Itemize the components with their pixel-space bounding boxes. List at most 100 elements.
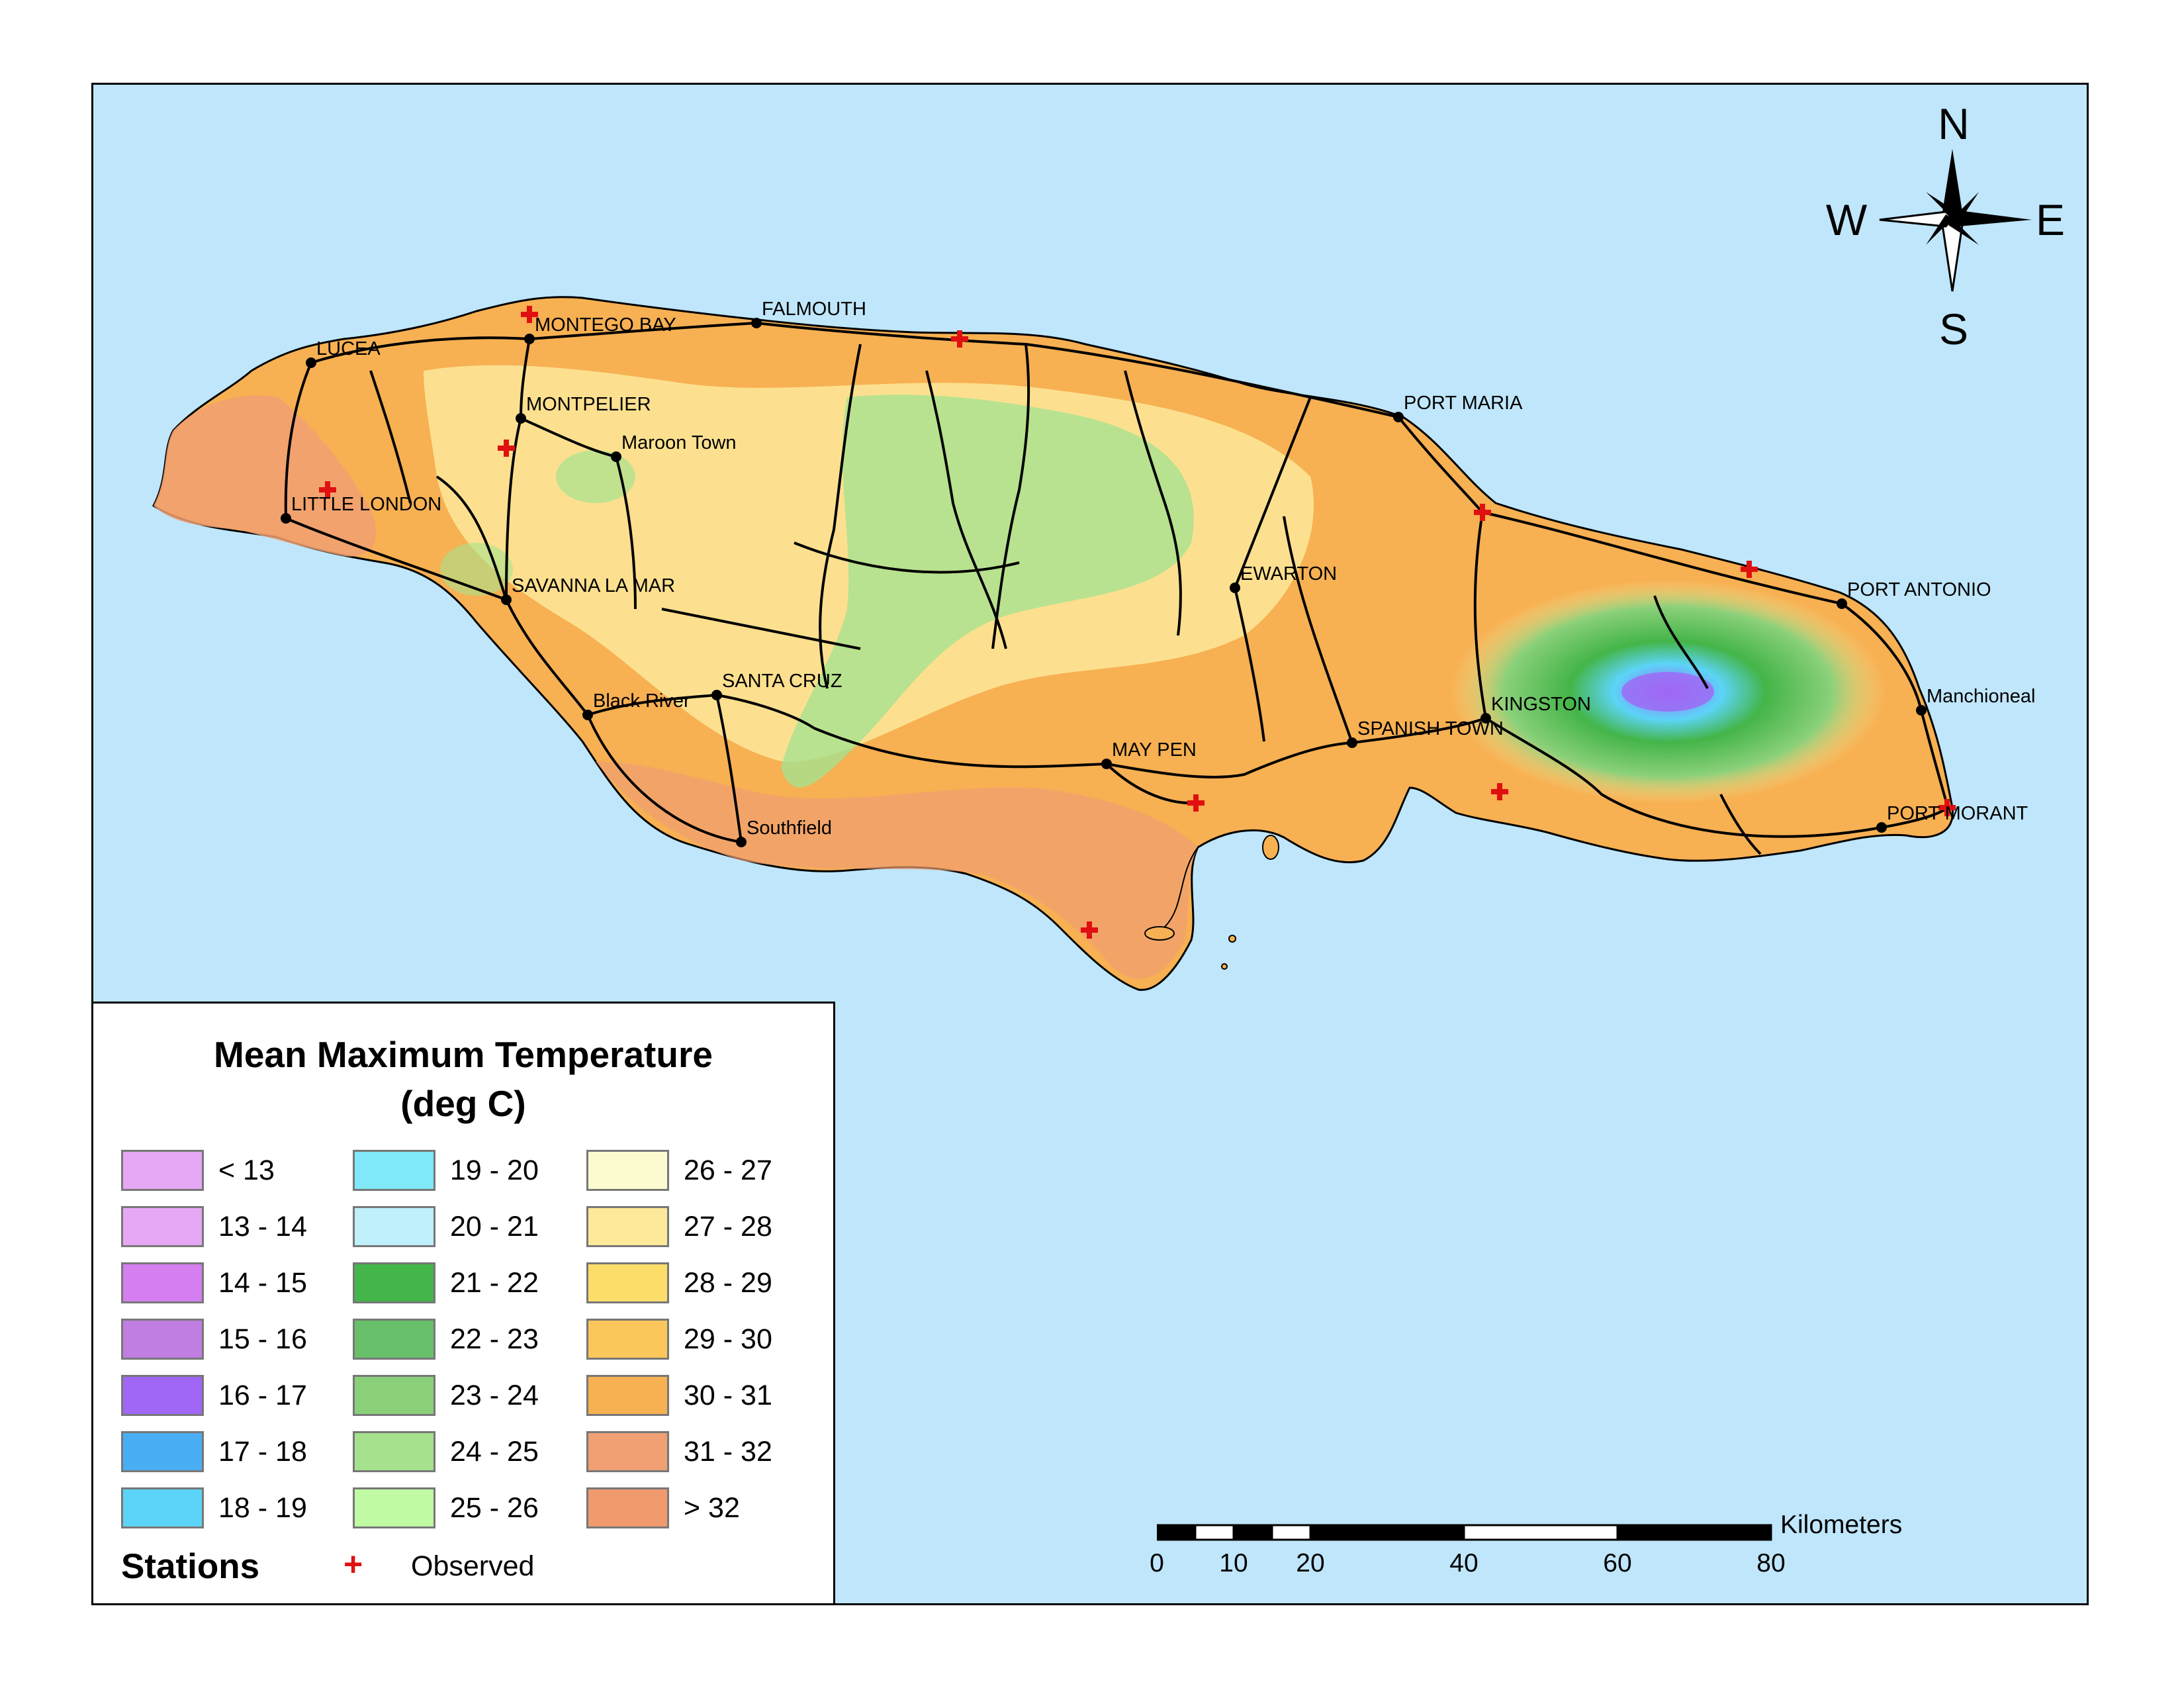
compass-e: E [2036,195,2065,244]
legend-item: 15 - 16 [121,1318,307,1360]
station-marker [319,481,336,498]
legend-item: 23 - 24 [353,1374,539,1417]
station-marker [1491,783,1508,800]
legend-label: 28 - 29 [684,1266,772,1299]
compass-needle-east [1952,211,2032,226]
city-marker [611,451,621,462]
legend-label: 21 - 22 [450,1266,539,1299]
compass-diagonal [1926,214,1952,245]
legend-swatch [121,1431,204,1472]
stations-layer [319,306,1956,939]
city-label: PORT ANTONIO [1847,579,1991,600]
temp-zone-blue-mountains-core [1621,672,1714,712]
city-label: MONTEGO BAY [535,314,676,336]
station-marker [1187,794,1205,812]
city-label: Maroon Town [621,432,737,453]
city-marker [1916,705,1927,716]
compass-needle-north [1942,149,1962,218]
scale-tick: 10 [1219,1549,1248,1577]
scale-tick: 0 [1150,1549,1164,1577]
city-marker [306,357,316,368]
legend-label: 15 - 16 [218,1323,307,1355]
islet [1144,926,1175,941]
legend-swatch [586,1319,669,1360]
road-network [284,321,1949,855]
station-marker [951,330,968,348]
legend-item: 14 - 15 [121,1262,307,1304]
temp-zone-south-hot [596,761,1198,979]
islet [1221,963,1228,970]
scale-units: Kilometers [1780,1511,1903,1539]
compass-rose: N S E W [1826,99,2065,353]
legend-item: 18 - 19 [121,1487,307,1529]
legend-swatch [121,1150,204,1191]
legend-item: 26 - 27 [586,1149,772,1192]
legend-title: Mean Maximum Temperature (deg C) [93,1030,833,1128]
city-marker [736,837,747,847]
legend-item: 17 - 18 [121,1430,307,1473]
legend-item: > 32 [586,1487,740,1529]
legend-label: 31 - 32 [684,1435,772,1468]
station-marker [1474,504,1491,521]
legend-swatch [353,1431,435,1472]
city-marker [1837,598,1847,609]
city-label: PORT MARIA [1404,393,1523,414]
city-label: Manchioneal [1927,686,2035,707]
compass-needle-west [1879,211,1954,228]
city-marker [501,594,512,605]
city-label: SANTA CRUZ [722,671,842,692]
city-label: SAVANNA LA MAR [512,575,675,596]
legend-label: > 32 [684,1491,740,1524]
temp-zone-green-central [781,395,1194,788]
legend-item: 30 - 31 [586,1374,772,1417]
city-label: EWARTON [1240,563,1337,585]
legend-swatch [586,1262,669,1303]
legend-panel: Mean Maximum Temperature (deg C) < 13 13 … [91,1002,835,1605]
legend-label: 26 - 27 [684,1154,772,1186]
legend-title-line1: Mean Maximum Temperature [214,1034,713,1075]
legend-label: < 13 [218,1154,275,1186]
legend-title-line2: (deg C) [400,1083,526,1124]
legend-item: 20 - 21 [353,1205,539,1248]
station-marker [1741,561,1758,578]
city-label: PORT MORANT [1887,803,2028,824]
legend-label: 23 - 24 [450,1379,539,1411]
compass-n: N [1938,99,1970,148]
city-marker [1480,713,1491,724]
legend-label: 24 - 25 [450,1435,539,1468]
legend-item: 24 - 25 [353,1430,539,1473]
legend-swatch [353,1150,435,1191]
scale-tick: 20 [1296,1549,1325,1577]
legend-label: 30 - 31 [684,1379,772,1411]
legend-item: 25 - 26 [353,1487,539,1529]
legend-swatch [121,1262,204,1303]
city-marker [1101,759,1112,769]
city-marker [1230,583,1240,593]
islet [1262,835,1279,860]
legend-item: 29 - 30 [586,1318,772,1360]
legend-swatch [353,1487,435,1528]
compass-diagonal [1926,192,1956,218]
city-marker [711,690,722,700]
legend-swatch [121,1319,204,1360]
legend-label: 20 - 21 [450,1210,539,1243]
compass-diagonal [1952,192,1979,222]
compass-diagonal [1948,218,1979,245]
legend-swatch [586,1431,669,1472]
legend-label: 17 - 18 [218,1435,307,1468]
observed-station-icon: + [343,1546,363,1583]
city-label: Southfield [747,818,832,839]
city-label: LUCEA [316,338,381,359]
legend-swatch [353,1206,435,1247]
legend-label: 16 - 17 [218,1379,307,1411]
legend-item: 31 - 32 [586,1430,772,1473]
legend-swatch [121,1487,204,1528]
observed-label: Observed [411,1550,535,1582]
city-label: SPANISH TOWN [1357,718,1504,739]
compass-w: W [1826,195,1868,244]
compass-s: S [1939,305,1968,353]
station-marker [1938,799,1956,816]
city-label: MONTPELIER [526,394,651,415]
city-label: FALMOUTH [762,299,866,320]
stations-heading: Stations [121,1547,260,1586]
